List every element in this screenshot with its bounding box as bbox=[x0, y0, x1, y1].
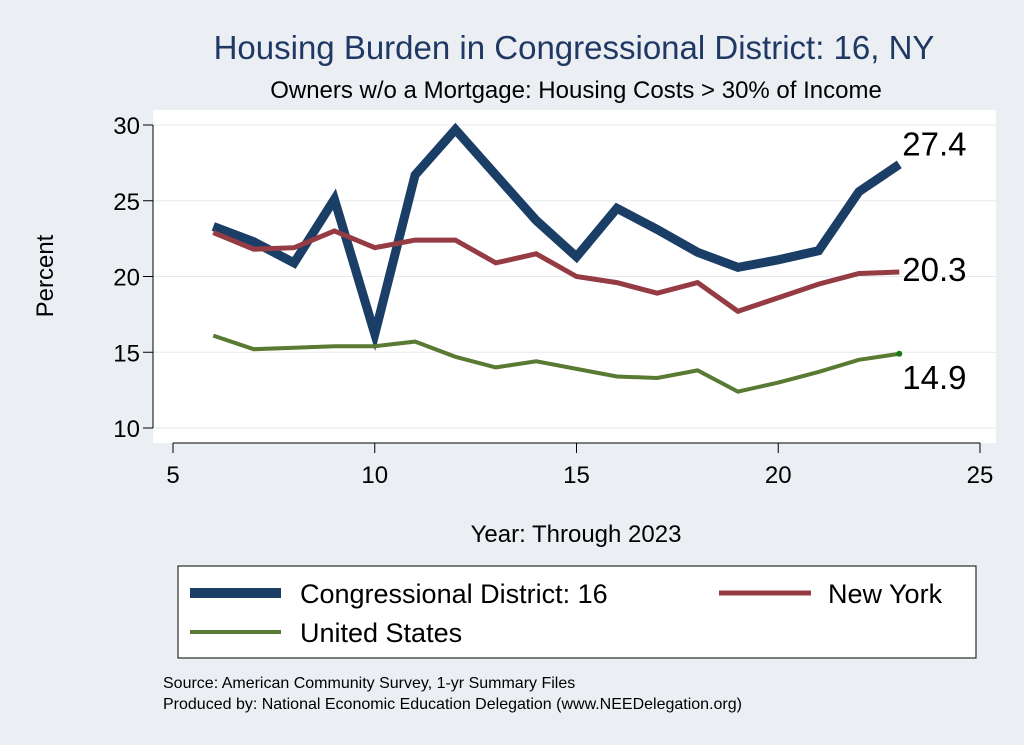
x-tick-label-10: 10 bbox=[361, 462, 388, 489]
x-tick-label-20: 20 bbox=[765, 462, 792, 489]
legend-label-cd16: Congressional District: 16 bbox=[300, 579, 608, 609]
series-end-point-united-states bbox=[896, 350, 903, 357]
x-tick-label-5: 5 bbox=[166, 462, 179, 489]
y-tick-label-10: 10 bbox=[113, 416, 140, 443]
end-labels: 27.4 20.3 14.9 bbox=[902, 125, 966, 395]
chart-title: Housing Burden in Congressional District… bbox=[214, 29, 935, 66]
footer-source: Source: American Community Survey, 1-yr … bbox=[163, 675, 575, 692]
end-label-cd16: 27.4 bbox=[902, 125, 966, 162]
legend: Congressional District: 16 New York Unit… bbox=[177, 565, 977, 659]
x-tick-label-15: 15 bbox=[563, 462, 590, 489]
chart-subtitle: Owners w/o a Mortgage: Housing Costs > 3… bbox=[270, 77, 882, 104]
legend-label-united-states: United States bbox=[300, 618, 462, 648]
series-line-united-states bbox=[212, 333, 900, 394]
series-line-cd16 bbox=[211, 122, 902, 351]
y-tick-label-25: 25 bbox=[113, 189, 140, 216]
legend-box bbox=[177, 565, 977, 659]
series-lines bbox=[211, 122, 903, 394]
x-tick-label-25: 25 bbox=[967, 462, 994, 489]
axes bbox=[143, 124, 981, 453]
y-tick-label-20: 20 bbox=[113, 265, 140, 292]
series-line-new-york bbox=[212, 228, 900, 315]
y-tick-label-30: 30 bbox=[113, 113, 140, 140]
y-tick-label-15: 15 bbox=[113, 340, 140, 367]
legend-label-new-york: New York bbox=[828, 579, 943, 609]
footer-produced-by: Produced by: National Economic Education… bbox=[163, 696, 742, 713]
tick-labels: 10 15 20 25 30 5 10 15 20 25 bbox=[113, 113, 993, 489]
y-axis-title: Percent bbox=[32, 234, 59, 317]
x-axis-title: Year: Through 2023 bbox=[471, 521, 682, 548]
end-label-united-states: 14.9 bbox=[902, 359, 966, 396]
end-label-new-york: 20.3 bbox=[902, 251, 966, 288]
